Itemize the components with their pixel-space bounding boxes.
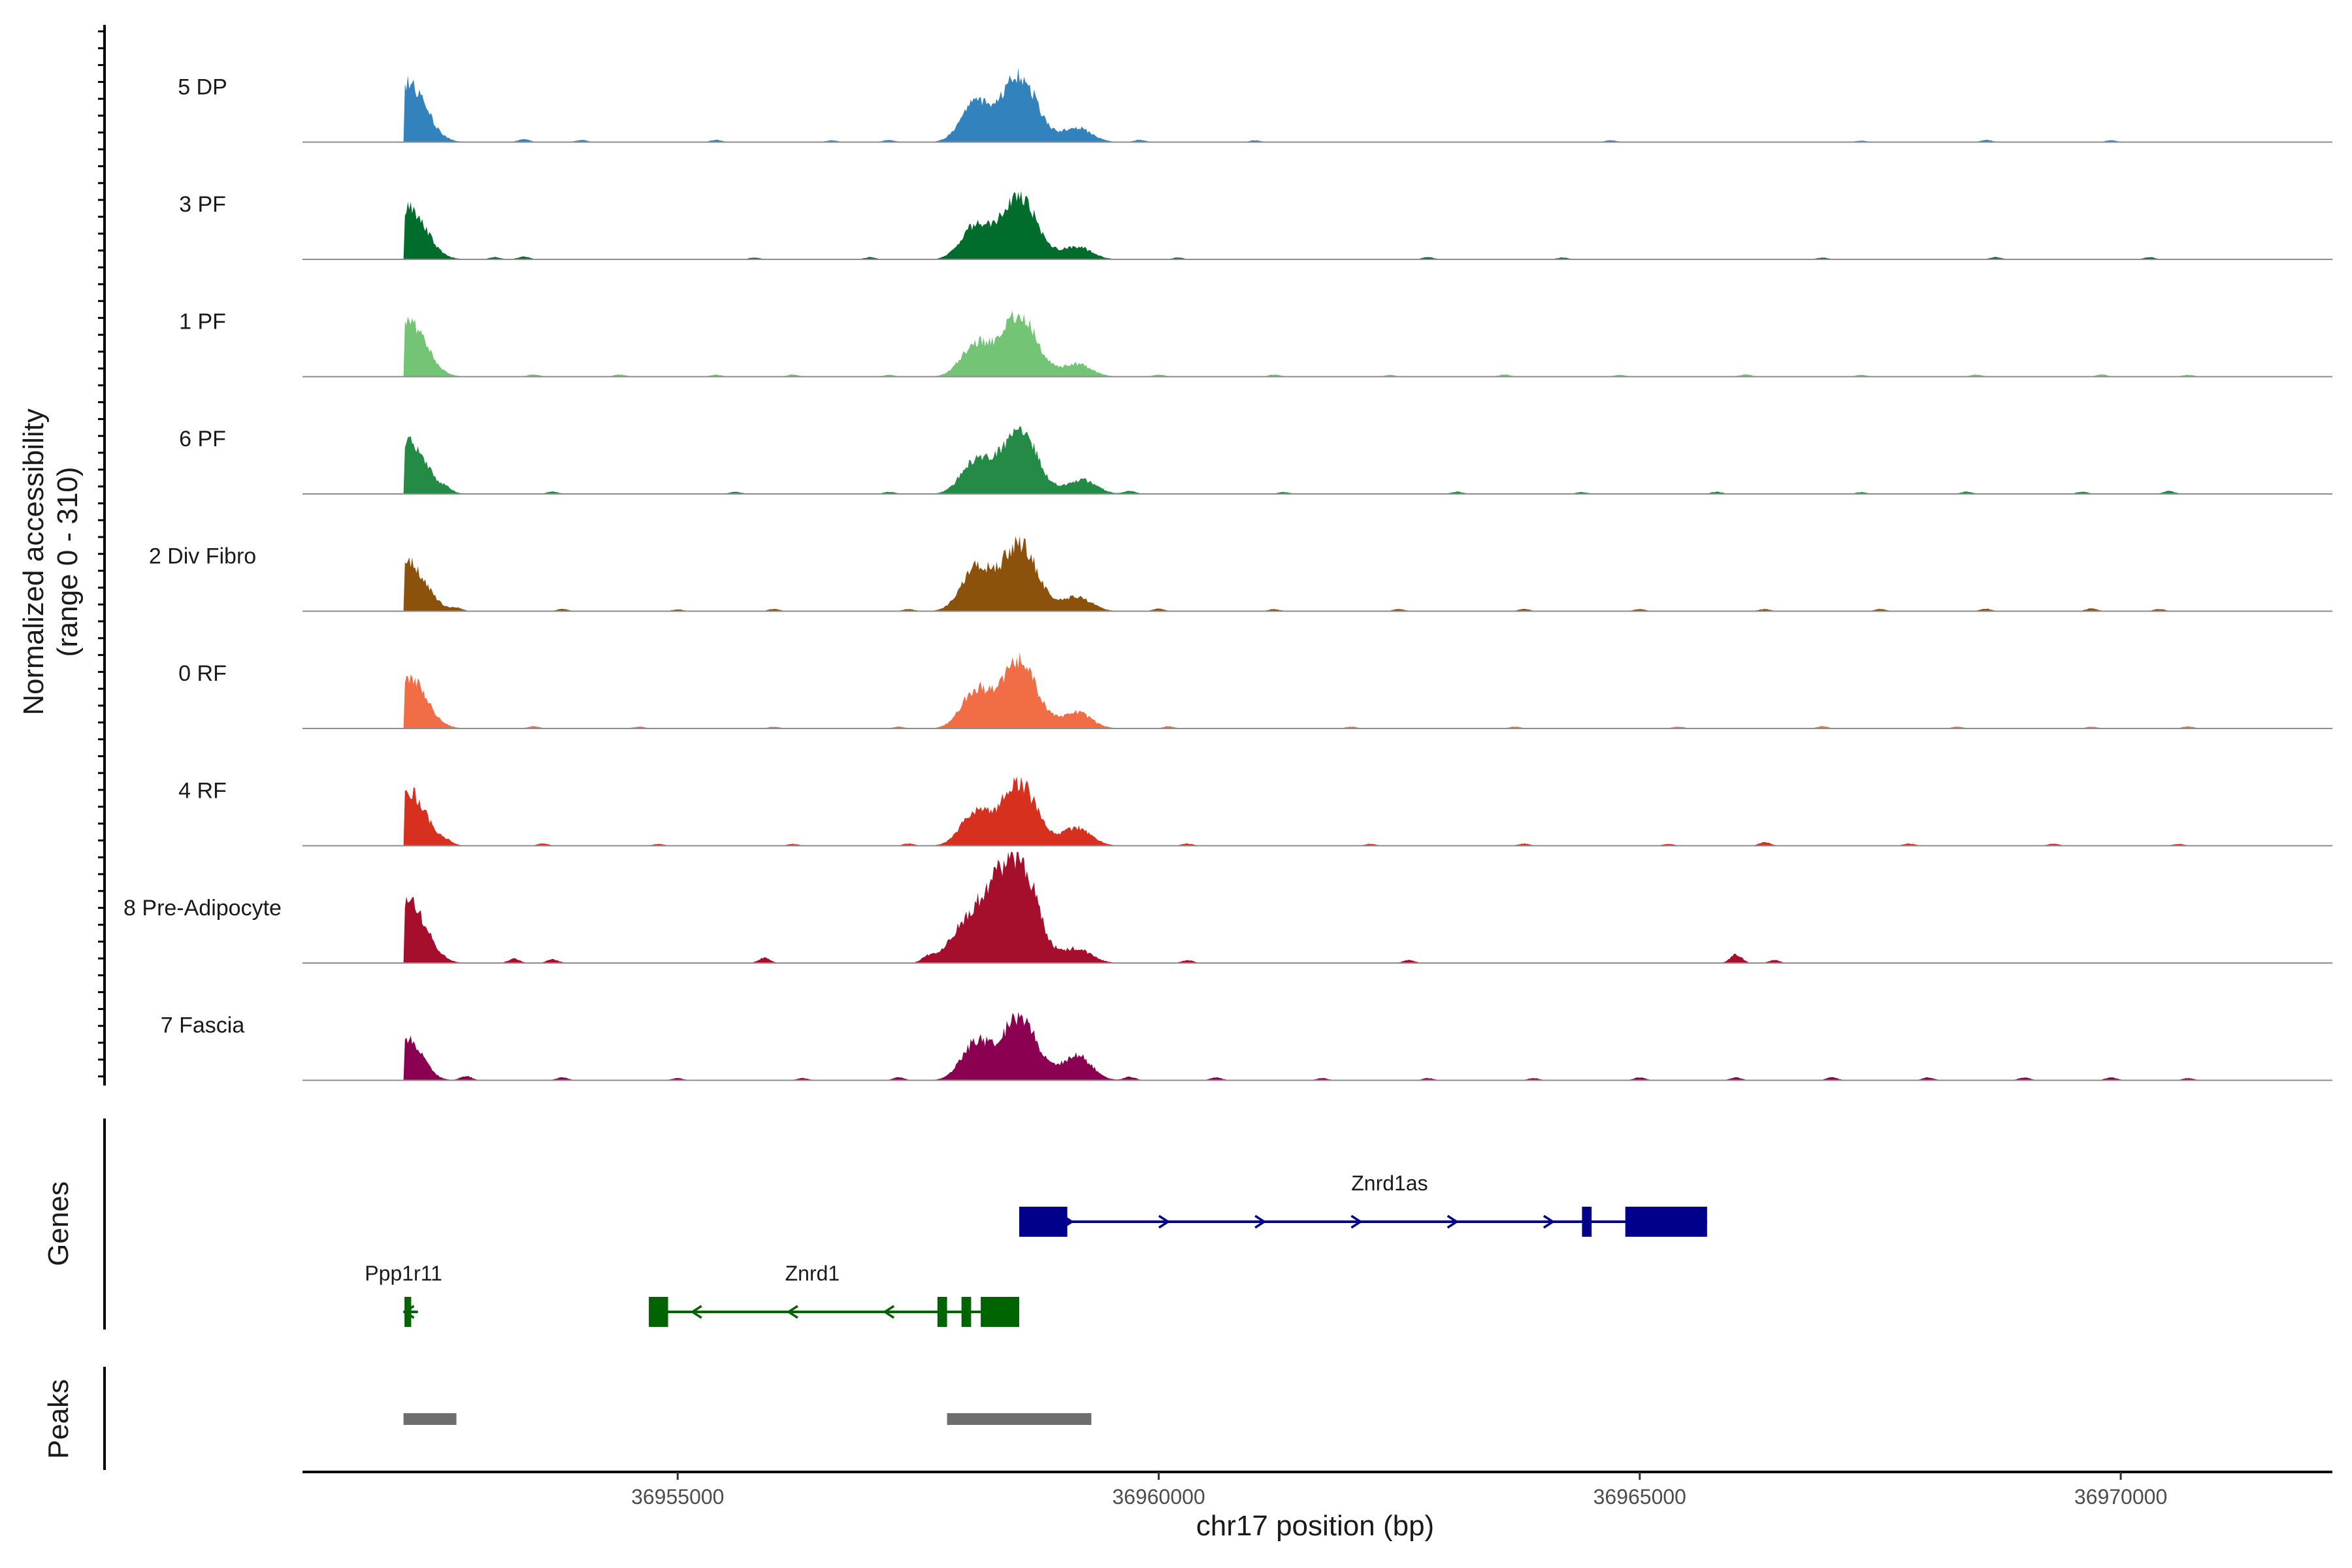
track-label: 5 DP <box>178 75 227 100</box>
track-0: 5 DP <box>178 68 2332 143</box>
coverage-area <box>302 310 2332 377</box>
coverage-area <box>302 536 2332 612</box>
gene-exon <box>961 1297 972 1327</box>
strand-arrow <box>1543 1215 1556 1229</box>
gene-models: Znrd1as Ppp1r11 Znrd1 <box>365 1171 1707 1327</box>
genes-panel-title: Genes <box>42 1181 74 1266</box>
strand-arrow <box>1446 1215 1459 1229</box>
gene-exon <box>404 1297 412 1327</box>
gene-label: Ppp1r11 <box>365 1262 442 1285</box>
x-tick-label: 36955000 <box>631 1485 724 1509</box>
x-axis-title: chr17 position (bp) <box>1196 1510 1434 1542</box>
track-label: 6 PF <box>179 427 226 451</box>
coverage-area <box>302 68 2332 142</box>
gene-exon <box>981 1297 1020 1327</box>
y-axis-title-line1: Normalized accessibility <box>18 408 50 715</box>
coverage-area <box>302 426 2332 494</box>
coverage-area <box>302 1011 2332 1081</box>
track-6: 4 RF <box>178 776 2332 847</box>
strand-arrow <box>1254 1215 1267 1229</box>
track-8: 7 Fascia <box>161 1011 2332 1081</box>
x-axis-ticks: 36955000 36960000 36965000 36970000 <box>631 1472 2167 1509</box>
track-1: 3 PF <box>179 191 2332 260</box>
x-tick-label: 36960000 <box>1112 1485 1205 1509</box>
track-label: 4 RF <box>178 779 227 804</box>
gene-label: Znrd1 <box>785 1262 840 1285</box>
track-label: 3 PF <box>179 192 226 217</box>
y-axis-title-line2: (range 0 - 310) <box>52 466 84 657</box>
peak-region-bar <box>947 1413 1092 1425</box>
x-axis: 36955000 36960000 36965000 36970000 chr17 p… <box>302 1471 2332 1542</box>
x-tick-label: 36965000 <box>1593 1485 1686 1509</box>
coverage-tracks: 5 DP 3 PF 1 PF 6 PF 2 Div Fibro 0 RF 4 RF 8 Pre… <box>123 68 2332 1081</box>
gene-znrd1: Znrd1 <box>649 1262 1020 1327</box>
track-2: 1 PF <box>179 310 2332 378</box>
track-label: 2 Div Fibro <box>149 544 256 569</box>
coverage-area <box>302 652 2332 728</box>
x-tick-label: 36970000 <box>2074 1485 2167 1509</box>
track-label: 1 PF <box>179 310 226 335</box>
track-5: 0 RF <box>178 652 2332 729</box>
track-7: 8 Pre-Adipocyte <box>123 852 2332 964</box>
peaks-panel: Peaks <box>42 1367 1092 1470</box>
coverage-area <box>302 776 2332 846</box>
track-label: 0 RF <box>178 661 227 686</box>
strand-arrow <box>1158 1215 1171 1229</box>
strand-arrow <box>690 1305 702 1319</box>
gene-exon <box>649 1297 668 1327</box>
strand-arrow <box>882 1305 895 1319</box>
track-4: 2 Div Fibro <box>149 536 2332 612</box>
peaks-panel-title: Peaks <box>42 1379 74 1459</box>
gene-exon <box>937 1297 947 1327</box>
coverage-area <box>302 191 2332 259</box>
peak-region-bar <box>403 1413 457 1425</box>
gene-exon <box>1019 1207 1068 1237</box>
gene-exon <box>1625 1207 1707 1237</box>
coverage-y-axis <box>98 25 106 1086</box>
gene-exon <box>1582 1207 1592 1237</box>
track-label: 8 Pre-Adipocyte <box>123 896 282 921</box>
genes-panel: Genes Znrd1as Ppp1r11 Znrd1 <box>42 1119 1707 1330</box>
track-3: 6 PF <box>179 426 2332 495</box>
coverage-area <box>302 852 2332 963</box>
y-axis-title: Normalized accessibility (range 0 - 310) <box>18 408 84 715</box>
track-label: 7 Fascia <box>161 1013 245 1038</box>
gene-ppp1r11: Ppp1r11 <box>365 1262 442 1327</box>
strand-arrow <box>786 1305 798 1319</box>
gene-znrd1as: Znrd1as <box>1019 1171 1707 1237</box>
peak-regions <box>403 1413 1092 1425</box>
gene-label: Znrd1as <box>1351 1171 1428 1195</box>
strand-arrow <box>1350 1215 1363 1229</box>
